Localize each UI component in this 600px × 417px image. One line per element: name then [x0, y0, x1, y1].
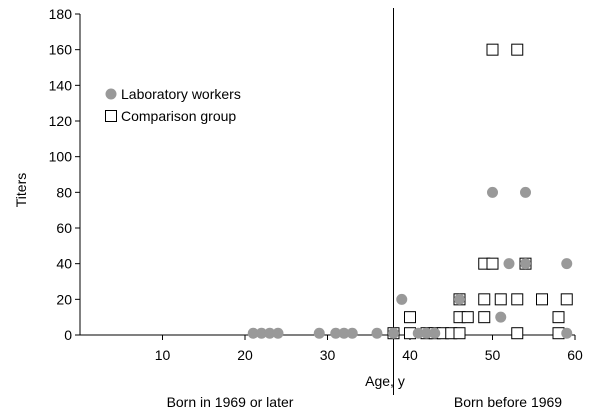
lab-worker-point [487, 186, 498, 198]
lab-worker-point [421, 327, 432, 339]
y-tick-label: 0 [64, 327, 72, 343]
legend-label-lab: Laboratory workers [121, 86, 241, 102]
x-axis: 10 20 30 40 50 60 [80, 334, 583, 363]
y-tick-label: 40 [56, 256, 72, 272]
lab-worker-point [256, 327, 267, 339]
y-tick-label: 120 [49, 113, 73, 129]
y-tick-label: 100 [49, 149, 73, 165]
lab-worker-point [371, 327, 383, 339]
legend-marker-lab [105, 88, 117, 100]
lab-worker-point [346, 327, 358, 339]
lab-worker-point [330, 327, 342, 339]
comparison-point [511, 293, 524, 306]
lab-worker-point [247, 327, 259, 339]
lab-worker-point [264, 327, 276, 339]
comparison-point [404, 311, 416, 324]
comparison-point [453, 327, 466, 340]
y-tick-label: 60 [56, 220, 72, 236]
legend-marker-comparison [105, 110, 117, 122]
lab-worker-point [313, 327, 325, 339]
x-tick-label: 60 [567, 347, 583, 363]
comparison-point [511, 327, 524, 340]
y-axis-title: Titers [13, 173, 29, 207]
data-points [247, 43, 573, 340]
lab-worker-point [561, 327, 573, 339]
x-tick-label: 40 [402, 347, 418, 363]
comparison-point [536, 293, 548, 306]
lab-worker-point [503, 258, 515, 270]
comparison-point [461, 311, 474, 324]
lab-worker-point [272, 327, 284, 339]
lab-worker-point [396, 293, 408, 305]
y-tick-label: 140 [49, 77, 73, 93]
y-tick-label: 80 [56, 184, 72, 200]
comparison-point [552, 311, 565, 324]
lab-worker-point [338, 327, 350, 339]
lab-worker-point [388, 327, 399, 339]
y-tick-label: 180 [49, 6, 73, 22]
lab-worker-point [454, 293, 465, 305]
comparison-point [560, 293, 573, 306]
lab-worker-point [495, 311, 507, 323]
comparison-point [486, 257, 499, 270]
lab-worker-point [412, 327, 424, 339]
x-axis-title: Age, y [365, 373, 405, 389]
lab-worker-point [429, 327, 441, 339]
region-label-left: Born in 1969 or later [167, 394, 294, 410]
y-axis: 0 20 40 60 80 100 120 140 160 180 [49, 6, 81, 343]
comparison-point [486, 43, 499, 56]
lab-worker-point [520, 186, 531, 198]
x-tick-label: 30 [320, 347, 336, 363]
comparison-point [494, 293, 507, 306]
lab-worker-point [561, 258, 573, 270]
comparison-point [478, 293, 491, 306]
lab-worker-point [520, 258, 531, 270]
region-label-right: Born before 1969 [454, 394, 562, 410]
legend: Laboratory workers Comparison group [105, 86, 241, 124]
legend-label-comparison: Comparison group [121, 108, 236, 124]
y-tick-label: 160 [49, 42, 73, 58]
y-tick-label: 20 [56, 291, 72, 307]
comparison-point [511, 43, 524, 56]
x-tick-label: 20 [237, 347, 253, 363]
x-tick-label: 10 [155, 347, 171, 363]
comparison-point [478, 311, 491, 324]
x-tick-label: 50 [485, 347, 501, 363]
